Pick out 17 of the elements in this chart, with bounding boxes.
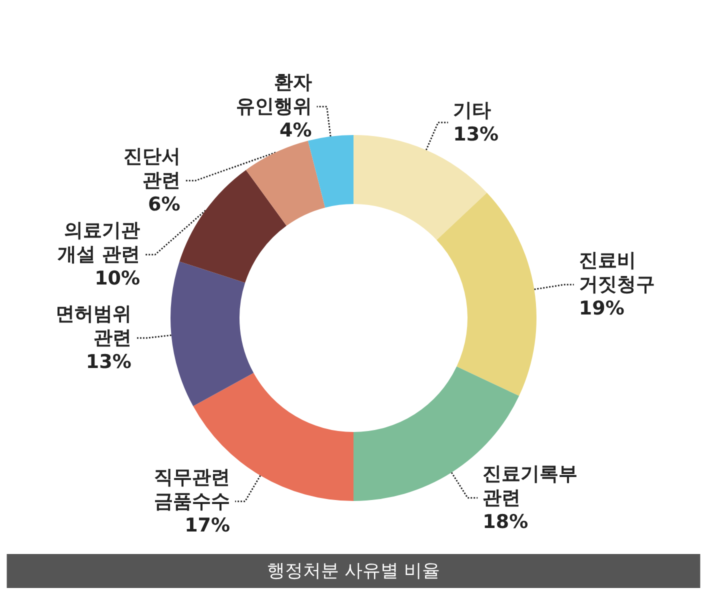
- slice-label: 진료기록부 관련: [482, 462, 578, 509]
- data-label: 6%: [148, 194, 180, 216]
- slice-label: 환자 유인행위: [236, 72, 312, 118]
- data-label: 13%: [86, 351, 132, 374]
- data-label: 19%: [578, 298, 624, 320]
- data-label: 13%: [453, 124, 499, 146]
- data-label: 17%: [184, 514, 230, 536]
- slice-label: 의료기관 개설 관련: [57, 220, 140, 266]
- slice-label: 직무관련 금품수수: [154, 466, 230, 512]
- data-label: 18%: [482, 510, 528, 533]
- slice-label: 기타: [453, 100, 492, 122]
- slice-label: 진단서 관련: [123, 146, 180, 192]
- data-label: 4%: [280, 120, 312, 142]
- text: 행정처분 사유별 비율: [266, 560, 440, 582]
- data-label: 10%: [94, 268, 140, 290]
- slice-label: 면허범위 관련: [55, 303, 132, 350]
- slice-label: 진료비 거짓청구: [578, 250, 655, 296]
